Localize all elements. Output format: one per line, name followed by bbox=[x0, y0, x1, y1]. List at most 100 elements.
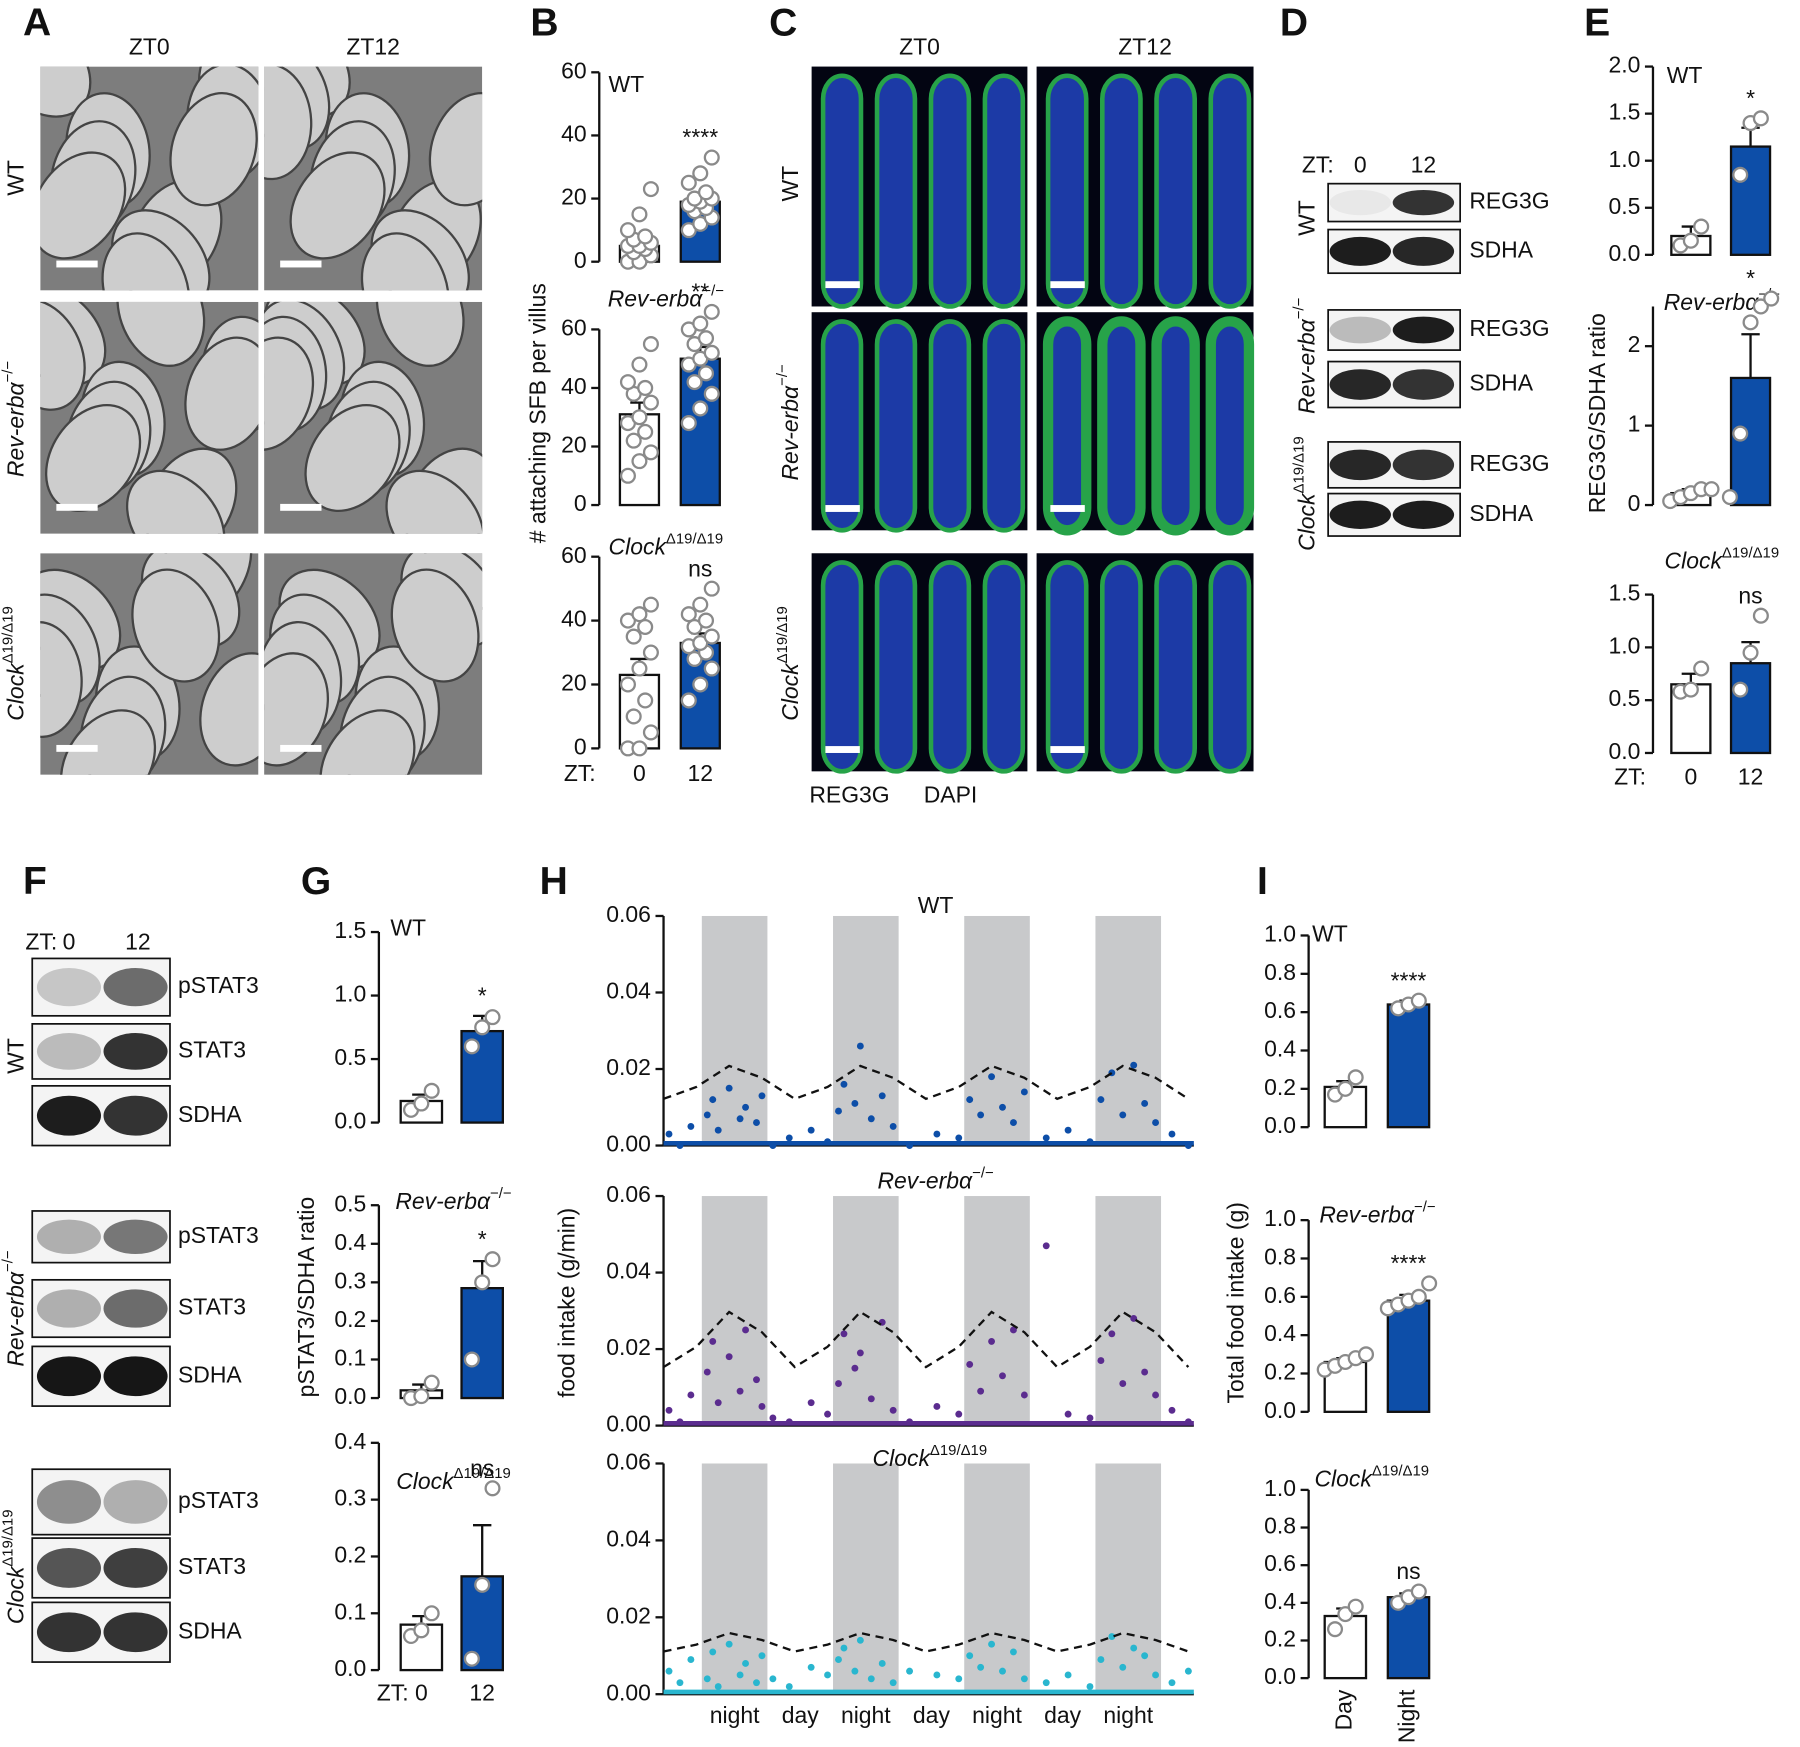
data-point bbox=[631, 409, 648, 426]
y-tick-label: 0.1 bbox=[334, 1598, 366, 1624]
villus bbox=[40, 301, 86, 411]
blot-band bbox=[103, 1612, 168, 1653]
data-point bbox=[807, 1399, 815, 1407]
scale-bar bbox=[1050, 505, 1085, 512]
y-tick-label: 20 bbox=[561, 670, 587, 696]
bar bbox=[1386, 1596, 1431, 1680]
genotype-name: WT bbox=[777, 166, 803, 202]
scale-bar bbox=[280, 260, 322, 268]
data-point bbox=[642, 336, 659, 353]
fit-curve bbox=[663, 1631, 1189, 1653]
genotype-label: ClockΔ19/Δ19 bbox=[1314, 1463, 1429, 1492]
column-label: ZT0 bbox=[129, 33, 170, 59]
genotype-label: Rev-erbα−/− bbox=[395, 1185, 511, 1214]
x-tick-label: 12 bbox=[688, 760, 714, 786]
data-point bbox=[463, 1650, 480, 1667]
genotype-superscript: −/− bbox=[0, 361, 17, 383]
significance: **** bbox=[1391, 967, 1427, 993]
data-point bbox=[851, 1100, 859, 1107]
data-point bbox=[692, 676, 709, 693]
data-point bbox=[1009, 1648, 1017, 1656]
y-tick-label: 0.0 bbox=[1608, 738, 1640, 764]
fit-curve bbox=[662, 1310, 1190, 1369]
data-point bbox=[680, 415, 697, 432]
genotype-name: Clock bbox=[1314, 1466, 1373, 1492]
data-point bbox=[631, 356, 648, 373]
sem-panel bbox=[264, 301, 483, 534]
data-point bbox=[703, 628, 720, 645]
y-tick-label: 0.06 bbox=[606, 1449, 651, 1475]
genotype-superscript: −/− bbox=[490, 1185, 512, 1202]
villus bbox=[264, 652, 330, 767]
villus-stain bbox=[982, 560, 1026, 774]
data-point bbox=[625, 628, 642, 645]
y-tick-label: 0.06 bbox=[606, 1181, 651, 1207]
genotype-superscript: −/− bbox=[0, 1250, 17, 1272]
band-label: REG3G bbox=[1469, 315, 1549, 341]
blot-band bbox=[1329, 449, 1391, 481]
y-tick-label: 1 bbox=[1628, 411, 1641, 437]
night-shading bbox=[701, 1463, 768, 1695]
villus bbox=[360, 232, 450, 291]
x-tick-label: night bbox=[841, 1702, 891, 1728]
genotype-label: Rev-erbα−/− bbox=[1319, 1199, 1435, 1228]
data-point bbox=[1732, 425, 1749, 442]
villus bbox=[40, 621, 83, 739]
data-point bbox=[1742, 644, 1759, 661]
band-label: STAT3 bbox=[178, 1294, 246, 1320]
data-point bbox=[856, 1042, 864, 1050]
data-point bbox=[725, 1353, 733, 1361]
data-point bbox=[676, 1679, 684, 1687]
data-point bbox=[867, 1395, 875, 1403]
data-point bbox=[484, 1009, 501, 1026]
data-point bbox=[999, 1667, 1006, 1675]
data-point bbox=[619, 374, 636, 391]
scale-bar bbox=[825, 505, 860, 512]
genotype-name: WT bbox=[1667, 62, 1703, 88]
scale-bar bbox=[56, 744, 98, 752]
villus-stain bbox=[928, 560, 972, 774]
villus-stain bbox=[1045, 560, 1089, 774]
villus bbox=[169, 92, 258, 207]
data-point bbox=[742, 1659, 749, 1667]
villus bbox=[184, 336, 259, 451]
data-point bbox=[840, 1330, 848, 1338]
y-tick-label: 0.2 bbox=[1264, 1359, 1296, 1385]
genotype-label: Rev-erbα−/− bbox=[608, 283, 724, 312]
blot-band bbox=[36, 1480, 102, 1524]
y-tick-label: 40 bbox=[561, 606, 587, 632]
data-point bbox=[423, 1082, 440, 1099]
data-point bbox=[889, 1122, 897, 1130]
blot-band bbox=[36, 1612, 102, 1653]
x-prefix: ZT: bbox=[1614, 763, 1646, 789]
night-shading bbox=[964, 1463, 1030, 1695]
legend-label: REG3G bbox=[809, 782, 889, 808]
lane-prefix: ZT: bbox=[25, 929, 57, 955]
data-point bbox=[1410, 1583, 1427, 1600]
data-point bbox=[1086, 1683, 1094, 1690]
column-label: ZT0 bbox=[899, 33, 940, 59]
data-point bbox=[631, 740, 648, 757]
y-tick-label: 0.4 bbox=[1264, 1036, 1296, 1062]
genotype-name: WT bbox=[2, 1038, 28, 1074]
genotype-superscript: −/− bbox=[702, 283, 724, 300]
data-point bbox=[1421, 1275, 1438, 1292]
genotype-superscript: −/− bbox=[972, 1165, 994, 1182]
y-tick-label: 60 bbox=[561, 542, 587, 568]
y-tick-label: 0.8 bbox=[1264, 959, 1296, 985]
bar bbox=[1729, 145, 1772, 256]
genotype-label: Rev-erbα−/− bbox=[1291, 298, 1320, 414]
scale-bar bbox=[280, 744, 322, 752]
genotype-name: Clock bbox=[2, 1565, 28, 1624]
significance: * bbox=[478, 1226, 487, 1252]
data-point bbox=[1752, 298, 1769, 315]
data-point bbox=[703, 580, 720, 597]
data-point bbox=[413, 1095, 430, 1112]
data-point bbox=[1152, 1671, 1160, 1679]
night-shading bbox=[1095, 1463, 1162, 1695]
blot-band bbox=[1329, 500, 1391, 529]
data-point bbox=[999, 1372, 1006, 1380]
significance: **** bbox=[682, 124, 718, 150]
data-point bbox=[1064, 1126, 1072, 1134]
y-tick-label: 40 bbox=[561, 121, 587, 147]
